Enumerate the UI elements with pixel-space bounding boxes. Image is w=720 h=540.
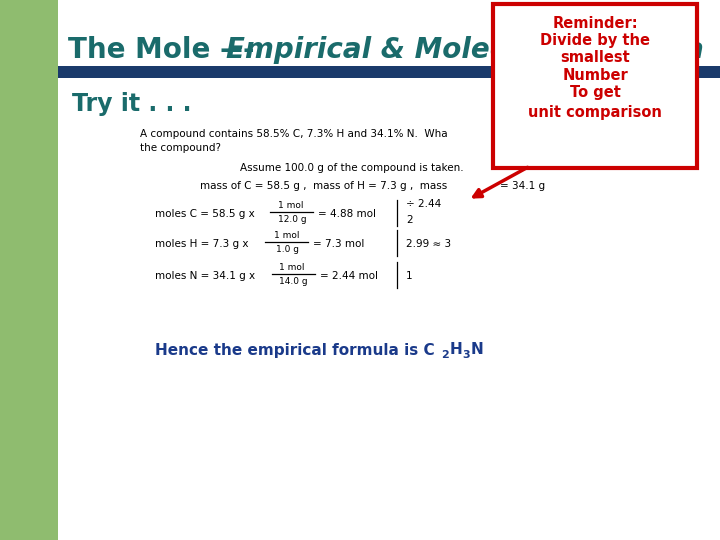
Text: Hence the empirical formula is C: Hence the empirical formula is C bbox=[155, 342, 435, 357]
Text: Reminder:: Reminder: bbox=[552, 17, 638, 31]
Text: Empirical & Molecular Formula: Empirical & Molecular Formula bbox=[226, 36, 704, 64]
Text: 2.99 ≈ 3: 2.99 ≈ 3 bbox=[406, 239, 451, 249]
Text: 12.0 g: 12.0 g bbox=[278, 215, 307, 225]
Text: 14.0 g: 14.0 g bbox=[279, 278, 307, 287]
Text: smallest: smallest bbox=[560, 51, 630, 65]
Text: ÷ 2.44: ÷ 2.44 bbox=[406, 199, 441, 209]
Text: 1 mol: 1 mol bbox=[274, 231, 300, 240]
Text: 1 mol: 1 mol bbox=[279, 262, 305, 272]
FancyBboxPatch shape bbox=[493, 4, 697, 168]
FancyArrowPatch shape bbox=[474, 167, 528, 197]
Text: Number: Number bbox=[562, 68, 628, 83]
Text: Try it . . .: Try it . . . bbox=[72, 92, 192, 116]
Text: 3: 3 bbox=[462, 350, 469, 360]
Text: A compound contains 58.5% C, 7.3% H and 34.1% N.  Wha: A compound contains 58.5% C, 7.3% H and … bbox=[140, 129, 448, 139]
Text: Assume 100.0 g of the compound is taken.: Assume 100.0 g of the compound is taken. bbox=[240, 163, 464, 173]
Text: moles C = 58.5 g x: moles C = 58.5 g x bbox=[155, 209, 255, 219]
Text: = 4.88 mol: = 4.88 mol bbox=[318, 209, 376, 219]
Text: = 7.3 mol: = 7.3 mol bbox=[313, 239, 364, 249]
Text: moles N = 34.1 g x: moles N = 34.1 g x bbox=[155, 271, 255, 281]
Text: 1 mol: 1 mol bbox=[278, 200, 304, 210]
Text: 1: 1 bbox=[406, 271, 413, 281]
Text: = 34.1 g: = 34.1 g bbox=[500, 181, 545, 191]
Text: H: H bbox=[450, 342, 463, 357]
Text: moles H = 7.3 g x: moles H = 7.3 g x bbox=[155, 239, 248, 249]
Text: 2: 2 bbox=[406, 215, 413, 225]
Text: mass of C = 58.5 g ,  mass of H = 7.3 g ,  mass: mass of C = 58.5 g , mass of H = 7.3 g ,… bbox=[200, 181, 447, 191]
Bar bbox=[58, 66, 720, 78]
Text: the compound?: the compound? bbox=[140, 143, 221, 153]
Text: N: N bbox=[471, 342, 484, 357]
Text: = 2.44 mol: = 2.44 mol bbox=[320, 271, 378, 281]
Text: 2: 2 bbox=[441, 350, 449, 360]
Text: The Mole ---: The Mole --- bbox=[68, 36, 264, 64]
Text: To get: To get bbox=[570, 84, 621, 99]
Text: Divide by the: Divide by the bbox=[540, 33, 650, 49]
Text: 1.0 g: 1.0 g bbox=[276, 246, 299, 254]
Text: of: of bbox=[620, 129, 630, 139]
Text: unit comparison: unit comparison bbox=[528, 105, 662, 119]
Bar bbox=[0, 0, 58, 540]
